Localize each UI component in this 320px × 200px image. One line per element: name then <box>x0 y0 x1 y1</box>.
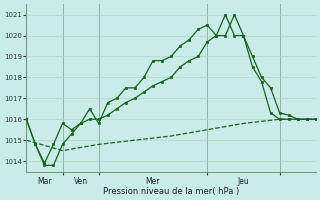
Text: Mar: Mar <box>37 177 52 186</box>
Text: Ven: Ven <box>74 177 88 186</box>
Text: Jeu: Jeu <box>237 177 249 186</box>
Text: Mer: Mer <box>146 177 160 186</box>
X-axis label: Pression niveau de la mer( hPa ): Pression niveau de la mer( hPa ) <box>103 187 239 196</box>
